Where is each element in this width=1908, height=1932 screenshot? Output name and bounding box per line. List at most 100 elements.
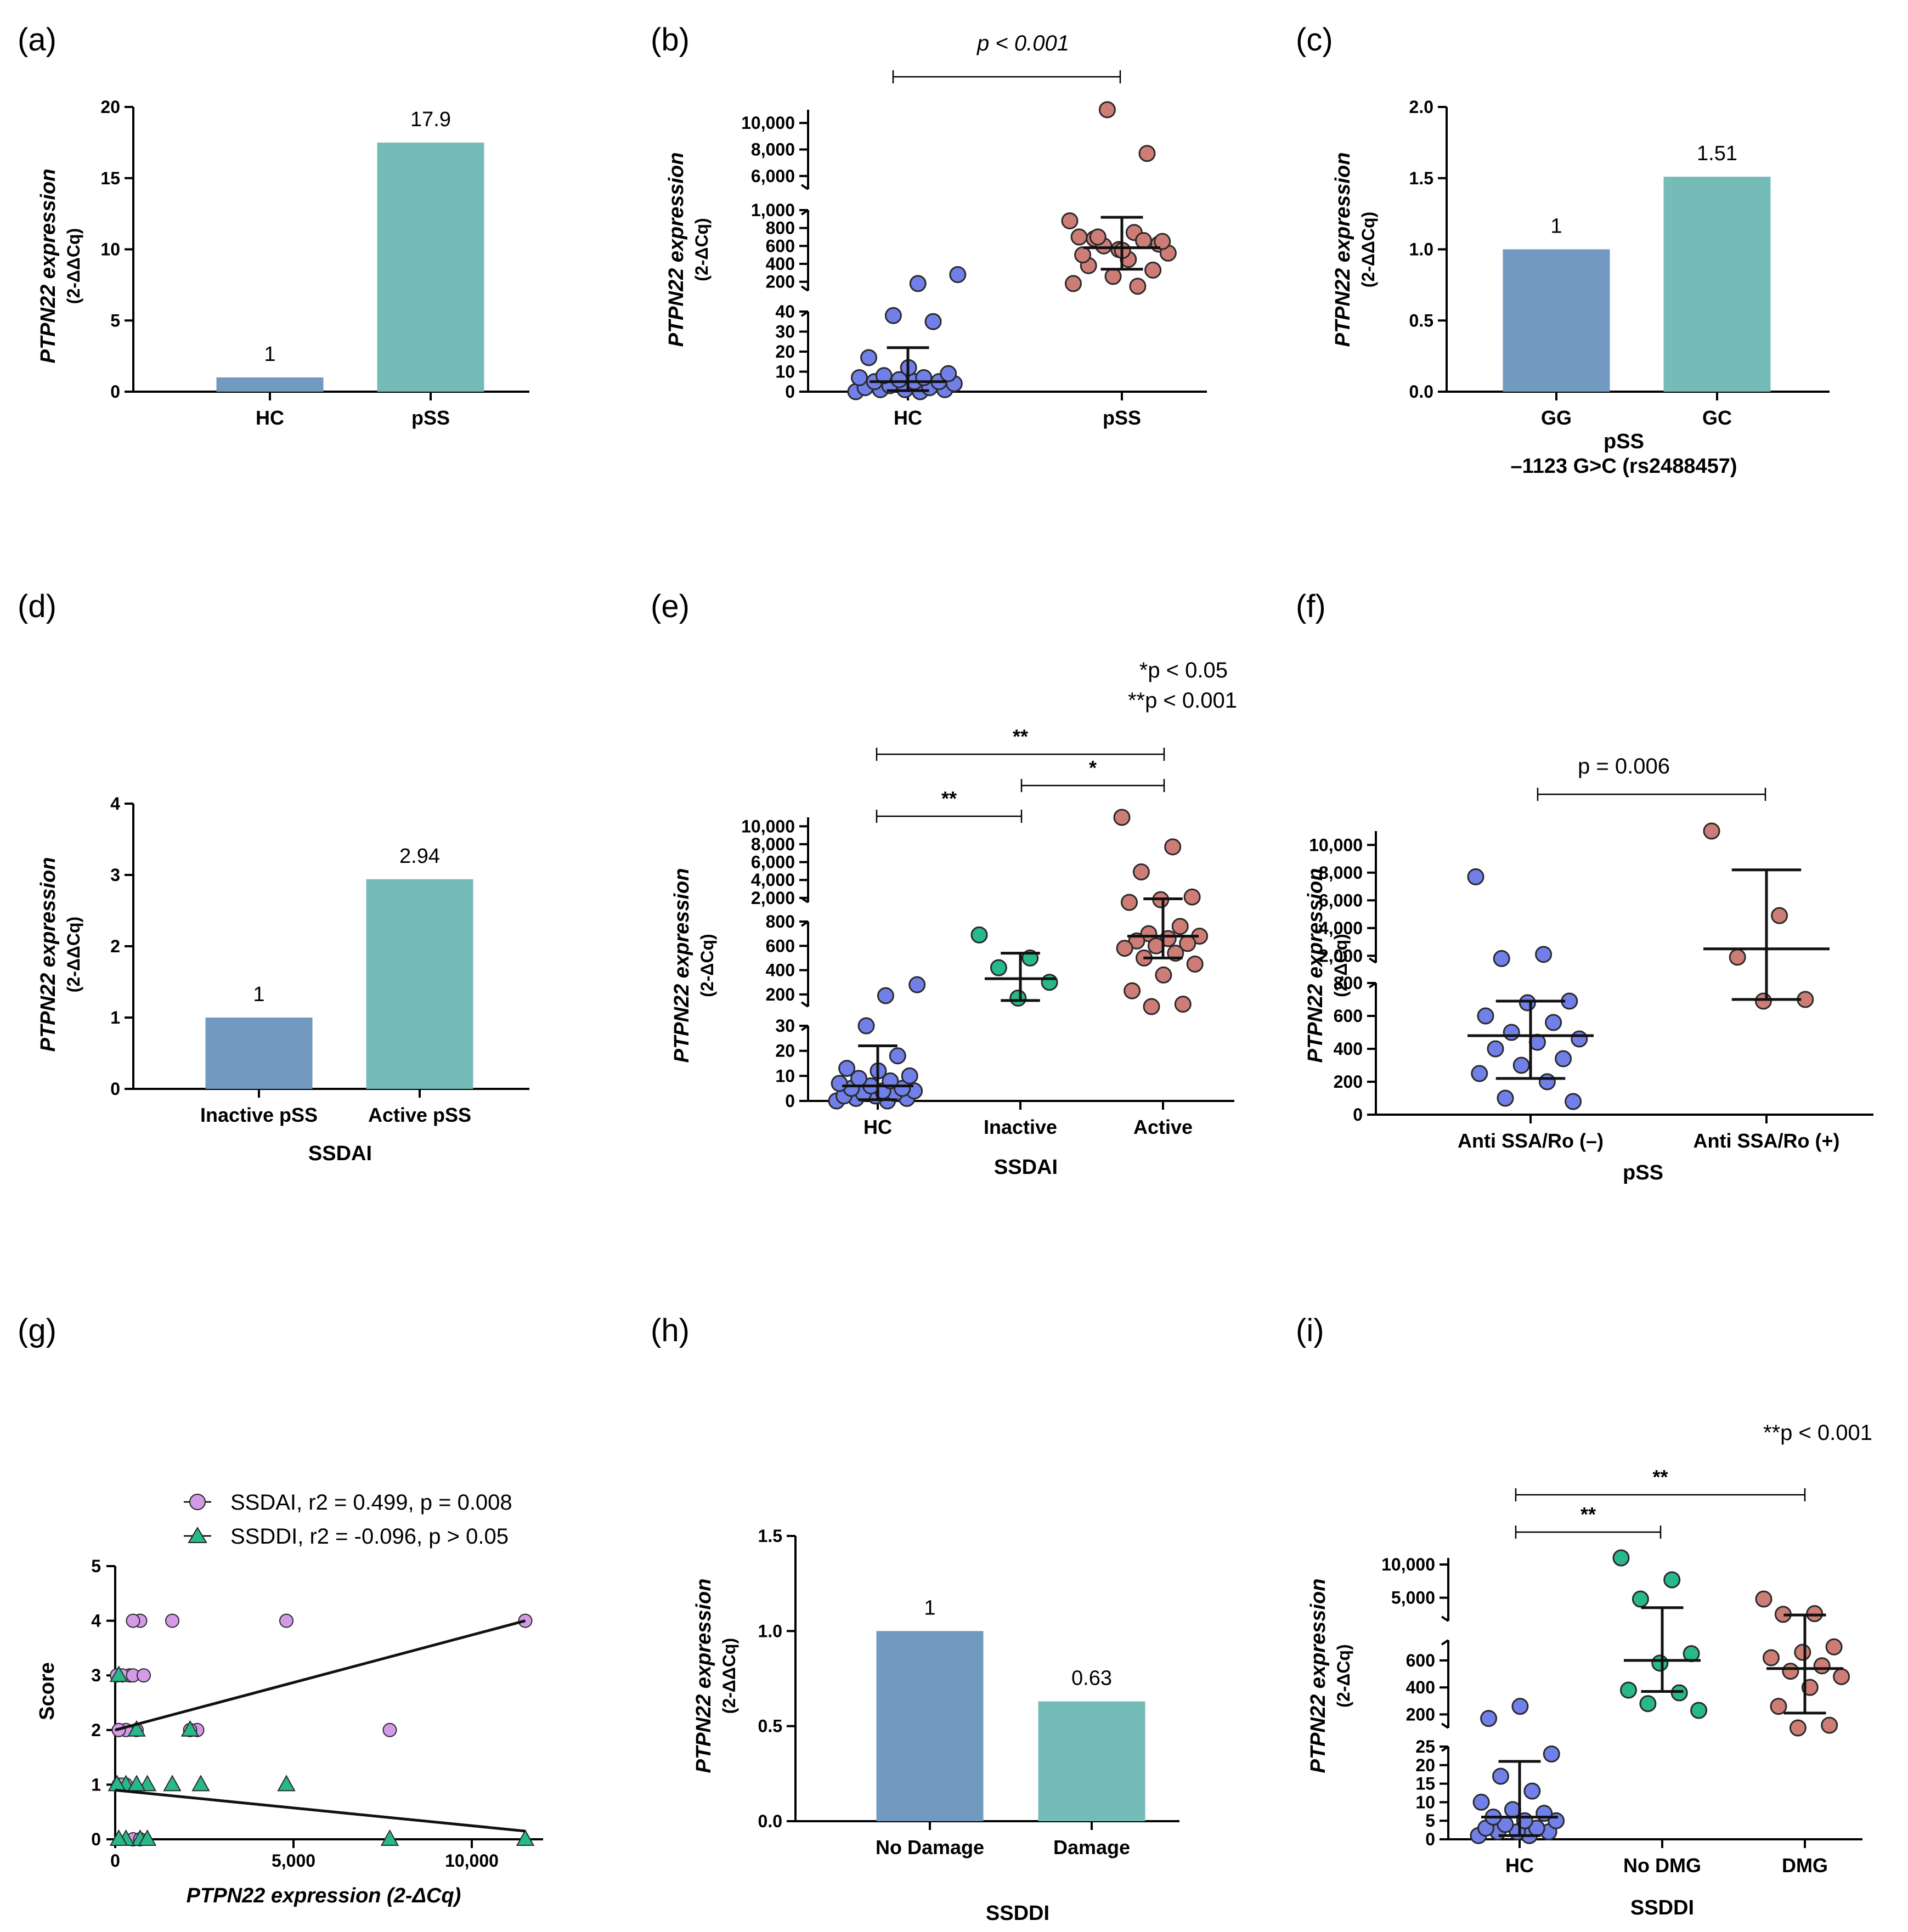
a-bar-pss [377, 142, 484, 392]
e-point-inactive [970, 926, 988, 944]
i-xtick-label: HC [1505, 1854, 1534, 1877]
b-point-pss [1061, 212, 1079, 230]
b-ytick-label: 40 [775, 302, 795, 321]
f-point-anti-ssa-ro- [1754, 992, 1772, 1010]
i-point-no-dmg [1683, 1645, 1700, 1663]
e-point-inactive [1041, 974, 1058, 991]
panel-f: (f) PTPN22 expression (2-ΔCq) p = 0.006 … [1296, 589, 1873, 1184]
f-ytick-label: 4,000 [1319, 918, 1363, 938]
e-bracket-label: ** [1013, 725, 1028, 748]
i-ytick-label: 600 [1406, 1651, 1435, 1670]
panel-e-plot: 0 10 20 30 200 400 600 800 2,0004,0006,0008,0001… [741, 725, 1234, 1138]
c-xtick-label: GG [1541, 406, 1572, 429]
panel-c-xtitle2: –1123 G>C (rs2488457) [1510, 455, 1737, 478]
c-bar-gg [1503, 249, 1610, 392]
b-point-pss [1104, 268, 1122, 285]
b-point-hc [909, 275, 927, 292]
e-point-hc [908, 976, 926, 993]
panel-i-ylabel: PTPN22 expression [1307, 1579, 1330, 1773]
e-point-active [1124, 982, 1141, 999]
panel-g: (g) Score PTPN22 expression (2-ΔCq) SSDA… [18, 1313, 543, 1907]
i-point-dmg [1755, 1590, 1772, 1608]
i-ytick-label: 10 [1415, 1792, 1435, 1812]
f-point-anti-ssa-ro- [1545, 1014, 1562, 1031]
h-bar-value-label: 1 [924, 1596, 935, 1619]
e-point-active [1116, 940, 1133, 957]
i-point-dmg [1763, 1649, 1780, 1667]
legend-ssddi-text: SSDDI, r2 = -0.096, p > 0.05 [230, 1524, 509, 1549]
b-ytick-label: 6,000 [751, 166, 795, 186]
d-xtick-label: Inactive pSS [200, 1104, 318, 1126]
panel-c-label: (c) [1296, 22, 1333, 58]
c-ytick-label: 1.5 [1409, 168, 1433, 188]
b-point-pss [1070, 228, 1088, 246]
d-xtick-label: Active pSS [368, 1104, 471, 1126]
e-point-active [1171, 918, 1189, 935]
e-point-hc [831, 1075, 848, 1092]
panel-i-xtitle: SSDDI [1630, 1896, 1694, 1919]
b-ytick-label: 600 [766, 236, 795, 256]
panel-a-label: (a) [18, 22, 57, 58]
d-bar-value-label: 1 [253, 983, 264, 1006]
i-bracket-label: ** [1580, 1503, 1596, 1526]
f-point-anti-ssa-ro- [1493, 950, 1510, 967]
f-point-anti-ssa-ro- [1512, 1057, 1530, 1074]
a-ytick-label: 15 [100, 168, 120, 188]
i-point-dmg [1794, 1643, 1811, 1661]
i-point-no-dmg [1639, 1695, 1657, 1713]
g-xtick-label: 0 [110, 1851, 120, 1871]
b-point-hc [875, 367, 893, 385]
panel-i-ylabel-unit: (2-ΔCq) [1334, 1644, 1353, 1707]
c-bar-value-label: 1.51 [1697, 142, 1737, 165]
panel-g-xtitle: PTPN22 expression (2-ΔCq) [187, 1884, 461, 1907]
g-xtick-label: 10,000 [445, 1851, 499, 1871]
b-ytick-label: 30 [775, 322, 795, 342]
e-ytick-label: 30 [775, 1016, 795, 1036]
e-bracket-label: * [1089, 756, 1097, 779]
i-point-hc [1536, 1805, 1553, 1822]
f-ytick-label: 400 [1334, 1039, 1363, 1059]
e-ytick-label: 8,000 [751, 834, 795, 854]
e-point-hc [857, 1017, 875, 1035]
f-xtick-label: Anti SSA/Ro (–) [1458, 1129, 1604, 1152]
b-point-pss [1154, 233, 1171, 250]
i-point-hc [1543, 1745, 1560, 1763]
g-point-ssddi [191, 1775, 210, 1792]
panel-f-pvalue: p = 0.006 [1578, 754, 1670, 778]
a-xtick-label: HC [256, 406, 284, 429]
panel-i: (i) PTPN22 expression (2-ΔCq) **p < 0.00… [1296, 1313, 1872, 1919]
b-point-pss [1064, 275, 1082, 292]
d-bar-inactive-pss [205, 1018, 313, 1089]
i-ytick-label: 25 [1415, 1737, 1435, 1756]
i-point-dmg [1782, 1663, 1799, 1680]
panel-a-ylabel-unit: (2-ΔΔCq) [64, 228, 83, 304]
f-ytick-label: 6,000 [1319, 890, 1363, 910]
g-point-ssddi [138, 1829, 157, 1846]
b-ytick-label: 10,000 [741, 113, 795, 133]
e-point-inactive [990, 959, 1007, 976]
b-ytick-label: 1,000 [751, 200, 795, 220]
panel-a: (a) PTPN22 expression (2-ΔΔCq) 0 5 10 15 20 1… [18, 22, 529, 429]
h-ytick-label: 0.5 [758, 1716, 782, 1736]
i-ytick-label: 5,000 [1391, 1588, 1435, 1608]
g-ytick-label: 0 [91, 1829, 101, 1849]
i-ytick-label: 15 [1415, 1774, 1435, 1794]
f-xtick-label: Anti SSA/Ro (+) [1694, 1129, 1840, 1152]
e-ytick-label: 800 [766, 912, 795, 931]
panel-f-plot: 0 200 400 600 800 2,000 4,000 6,000 8,000 10,000 A… [1309, 788, 1873, 1152]
g-ytick-label: 4 [91, 1611, 101, 1631]
d-bar-value-label: 2.94 [399, 845, 440, 868]
g-point-ssdai [137, 1668, 151, 1683]
f-ytick-label: 0 [1353, 1105, 1363, 1125]
e-ytick-label: 10 [775, 1066, 795, 1086]
f-point-anti-ssa-ro- [1538, 1073, 1556, 1091]
g-fit-line-ssddi [115, 1788, 526, 1833]
c-bar-gc [1663, 177, 1771, 392]
g-point-ssdai [126, 1613, 140, 1628]
b-point-hc [884, 307, 902, 324]
g-point-ssddi [180, 1720, 200, 1737]
b-point-pss [1098, 101, 1116, 118]
g-point-ssddi [127, 1775, 146, 1792]
b-point-hc [860, 349, 878, 366]
